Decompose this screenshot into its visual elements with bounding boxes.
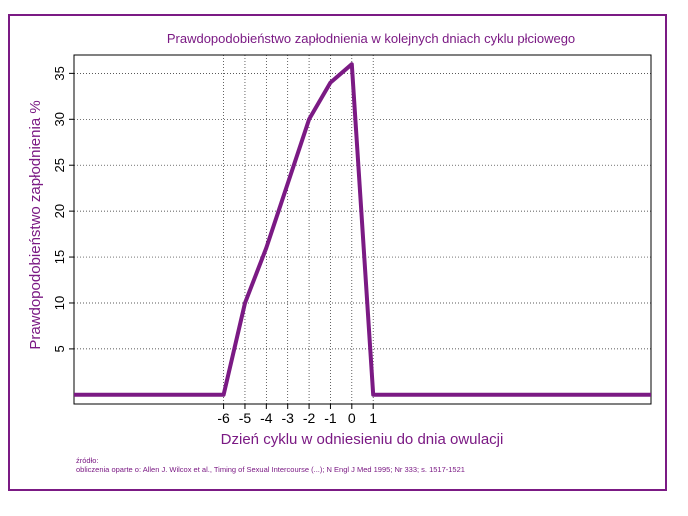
x-tick-label: -5	[239, 410, 252, 426]
y-tick-label: 5	[52, 345, 67, 352]
x-tick-label: -2	[303, 410, 316, 426]
x-tick-label: 0	[348, 410, 356, 426]
axes: 5 10 15 20 25 30 35 -6 -5 -4 -3 -2 -1 0 1	[52, 66, 377, 426]
y-tick-label: 15	[52, 250, 67, 264]
x-tick-label: -4	[260, 410, 273, 426]
y-tick-label: 25	[52, 158, 67, 172]
source-text: obliczenia oparte o: Allen J. Wilcox et …	[76, 465, 465, 474]
y-tick-label: 35	[52, 66, 67, 80]
chart-frame	[8, 14, 667, 491]
series-line	[74, 62, 651, 397]
y-tick-label: 20	[52, 204, 67, 218]
y-axis-label: Prawdopodobieństwo zapłodnienia %	[27, 100, 44, 349]
y-tick-label: 30	[52, 112, 67, 126]
grid	[74, 55, 651, 404]
chart-title: Prawdopodobieństwo zapłodnienia w kolejn…	[167, 31, 575, 46]
x-tick-label: -1	[324, 410, 337, 426]
x-tick-label: -3	[281, 410, 294, 426]
x-tick-label: -6	[217, 410, 230, 426]
x-tick-label: 1	[369, 410, 377, 426]
x-axis-label: Dzień cyklu w odniesieniu do dnia owulac…	[221, 431, 504, 448]
plot-area	[73, 54, 652, 405]
source-label: źródło:	[76, 456, 99, 465]
y-tick-label: 10	[52, 296, 67, 310]
